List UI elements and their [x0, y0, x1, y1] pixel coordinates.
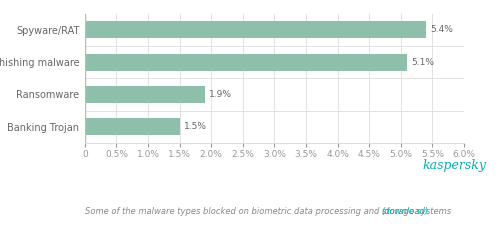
Bar: [85, 54, 407, 71]
Text: 1.5%: 1.5%: [184, 122, 207, 131]
Text: 5.1%: 5.1%: [412, 58, 435, 67]
Bar: [85, 86, 205, 103]
Text: Some of the malware types blocked on biometric data processing and storage syste: Some of the malware types blocked on bio…: [85, 207, 454, 216]
Text: (download): (download): [382, 207, 429, 216]
Text: 1.9%: 1.9%: [210, 90, 233, 99]
Text: kaspersky: kaspersky: [423, 159, 487, 172]
Text: 5.4%: 5.4%: [431, 25, 454, 34]
Bar: [85, 21, 426, 38]
Bar: [85, 118, 180, 135]
